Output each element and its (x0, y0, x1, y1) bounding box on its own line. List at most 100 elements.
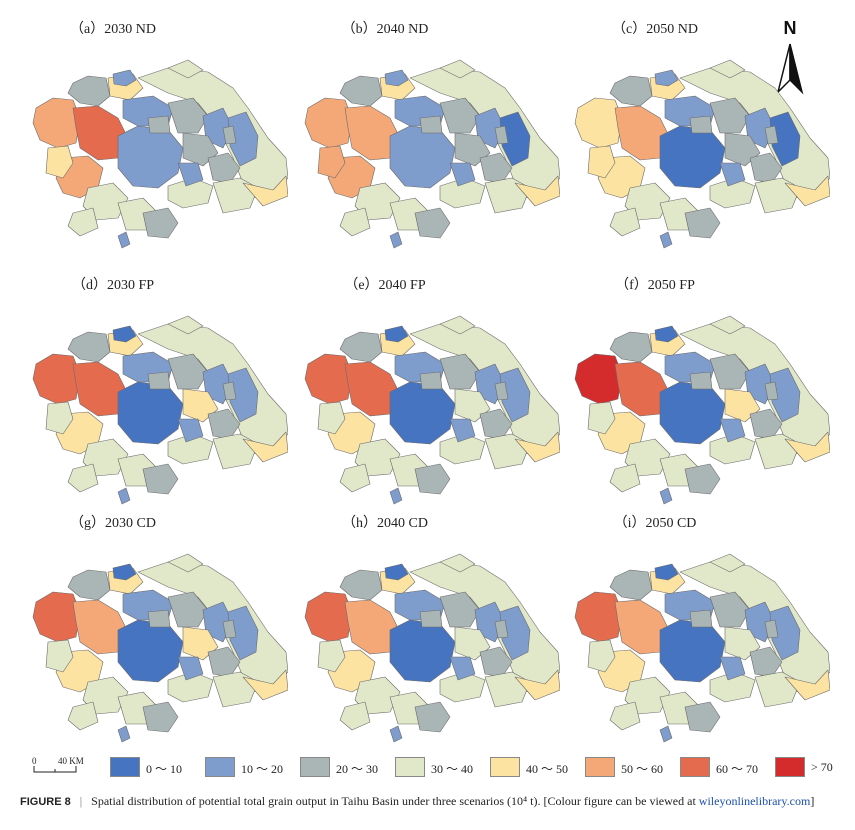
caption-link[interactable]: wileyonlinelibrary.com (698, 794, 811, 808)
map-region (82, 438, 129, 477)
map-region (207, 152, 241, 184)
map-region (439, 353, 481, 390)
map-region (499, 605, 531, 661)
map-region (709, 315, 746, 335)
north-label: N (783, 18, 797, 38)
map-region (494, 381, 509, 401)
map-region (142, 207, 179, 239)
map-region (389, 231, 403, 249)
map-region (624, 676, 671, 715)
map-region (207, 646, 241, 678)
map-region (339, 75, 383, 107)
map-region (769, 367, 801, 423)
map-region (609, 75, 653, 107)
map-region (167, 353, 209, 390)
map-region (82, 676, 129, 715)
map-region (117, 619, 184, 683)
map-region (32, 353, 81, 405)
map-region (117, 487, 131, 505)
map-svg (304, 553, 560, 743)
map-region (514, 431, 560, 463)
panel-title: （f）2050 FP (615, 278, 695, 293)
map-region (177, 162, 204, 187)
map-region (339, 463, 371, 493)
map-region (749, 408, 783, 440)
map-region (389, 725, 403, 743)
legend-swatch (490, 757, 520, 777)
map-region (684, 463, 721, 495)
map-region (654, 563, 679, 581)
panel-title: （c）2050 ND (612, 22, 698, 37)
map-region (384, 563, 409, 581)
map-svg (304, 315, 560, 505)
map-region (609, 701, 641, 731)
map-region (147, 371, 171, 390)
map-region (167, 97, 209, 134)
map-region (419, 609, 443, 628)
figure-label: FIGURE 8 (20, 796, 71, 808)
map-panel: （f）2050 FP (560, 274, 830, 524)
map-region (659, 381, 726, 445)
panel-title: （d）2030 FP (71, 278, 155, 293)
map-region (317, 145, 346, 179)
map-region (112, 563, 137, 581)
map-region (117, 381, 184, 445)
map-region (784, 431, 830, 463)
map-region (574, 591, 623, 643)
map-region (609, 331, 653, 363)
map-region (354, 438, 401, 477)
map-region (764, 619, 779, 639)
map-region (514, 175, 560, 207)
map-region (339, 207, 371, 237)
panel-title: （b）2040 ND (341, 22, 429, 37)
legend-swatch (585, 757, 615, 777)
map-region (32, 97, 81, 149)
map-region (449, 656, 476, 681)
map-region (32, 591, 81, 643)
map-region (654, 69, 679, 87)
map-region (499, 111, 531, 167)
map-region (624, 438, 671, 477)
map-region (769, 605, 801, 661)
legend-label: 40 ～ 50 (526, 762, 569, 776)
map-svg (574, 553, 830, 743)
map-region (659, 231, 673, 249)
map-region (719, 162, 746, 187)
map-region (659, 125, 726, 189)
legend-label: 10 ～ 20 (241, 762, 284, 776)
map-region (439, 553, 476, 573)
caption-end: ] (810, 794, 815, 808)
map-region (689, 609, 713, 628)
scale-bar: 0 40 KM (32, 756, 107, 780)
map-region (659, 725, 673, 743)
map-region (414, 463, 451, 495)
map-region (227, 605, 259, 661)
map-region (167, 591, 209, 628)
map-region (574, 353, 623, 405)
map-svg (32, 553, 288, 743)
map-panel: （h）2040 CD (290, 512, 560, 762)
map-region (354, 182, 401, 221)
map-svg (574, 59, 830, 249)
map-region (609, 463, 641, 493)
panel-title: （e）2040 FP (344, 278, 426, 293)
map-region (689, 115, 713, 134)
map-region (67, 701, 99, 731)
map-region (609, 207, 641, 237)
map-region (222, 125, 237, 145)
map-region (439, 59, 476, 79)
map-region (117, 231, 131, 249)
map-region (764, 381, 779, 401)
map-region (689, 371, 713, 390)
legend-label: 20 ～ 30 (336, 762, 379, 776)
map-region (684, 207, 721, 239)
scale-distance-label: 40 KM (58, 756, 84, 766)
scale-zero-label: 0 (32, 756, 37, 766)
map-region (339, 569, 383, 601)
legend-swatch (205, 757, 235, 777)
panel-title: （h）2040 CD (342, 516, 428, 531)
map-region (45, 639, 74, 673)
map-region (339, 701, 371, 731)
map-panel: （b）2040 ND (290, 18, 560, 268)
map-region (479, 408, 513, 440)
